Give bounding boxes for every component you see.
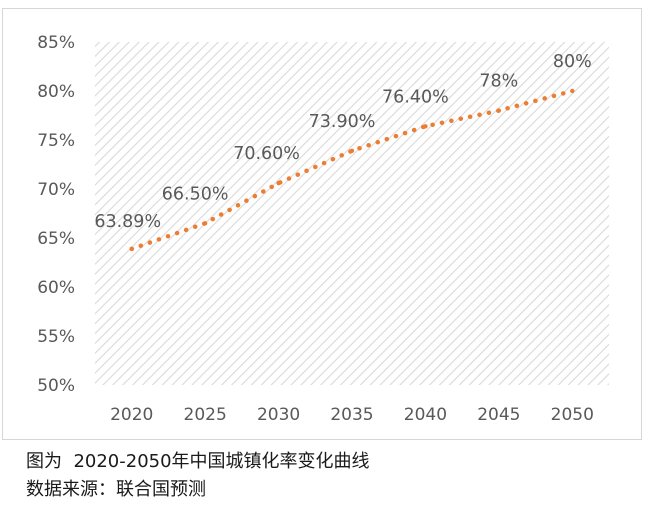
data-point <box>202 221 208 226</box>
data-source-note: 数据来源：联合国预测 <box>26 479 206 500</box>
data-label: 63.89% <box>94 212 161 232</box>
data-point <box>349 148 355 153</box>
x-tick-label: 2050 <box>551 405 594 425</box>
data-point <box>129 246 134 252</box>
series-layer <box>129 88 575 252</box>
data-labels: 63.89%66.50%70.60% 73.90% 76.40% 78% 80% <box>94 52 591 232</box>
y-tick-label: 85% <box>37 33 75 53</box>
x-tick-label: 2020 <box>110 405 153 425</box>
data-point <box>423 124 428 129</box>
data-point <box>276 180 281 186</box>
data-label: 66.50% <box>162 184 229 204</box>
x-tick-label: 2040 <box>404 405 447 425</box>
y-tick-label: 80% <box>37 82 75 102</box>
y-tick-label: 65% <box>37 229 75 249</box>
data-point <box>496 108 502 113</box>
data-label: 76.40% <box>382 87 449 107</box>
y-axis: 50% 55% 60% 65% 70% 75% 80% 85% <box>37 33 75 396</box>
chart-container: 50% 55% 60% 65% 70% 75% 80% 85% 2020 2025 2030 203… <box>2 8 642 440</box>
data-label: 70.60% <box>233 144 300 164</box>
y-tick-label: 55% <box>37 327 75 347</box>
x-tick-label: 2025 <box>184 405 227 425</box>
data-point <box>570 88 575 94</box>
data-label: 78% <box>479 72 518 92</box>
data-label: 73.90% <box>309 112 376 132</box>
x-tick-label: 2030 <box>257 405 300 425</box>
plot-area-hatched <box>95 42 609 385</box>
data-label: 80% <box>553 52 592 72</box>
x-tick-label: 2035 <box>330 405 373 425</box>
y-tick-label: 50% <box>37 376 75 396</box>
figure-caption: 图为 2020-2050年中国城镇化率变化曲线 <box>26 451 370 472</box>
line-chart: 50% 55% 60% 65% 70% 75% 80% 85% 2020 2025 2030 203… <box>37 33 609 425</box>
x-tick-label: 2045 <box>477 405 520 425</box>
x-axis: 2020 2025 2030 2035 2040 2045 2050 <box>110 405 594 425</box>
y-tick-label: 60% <box>37 278 75 298</box>
y-tick-label: 75% <box>37 131 75 151</box>
y-tick-label: 70% <box>37 180 75 200</box>
